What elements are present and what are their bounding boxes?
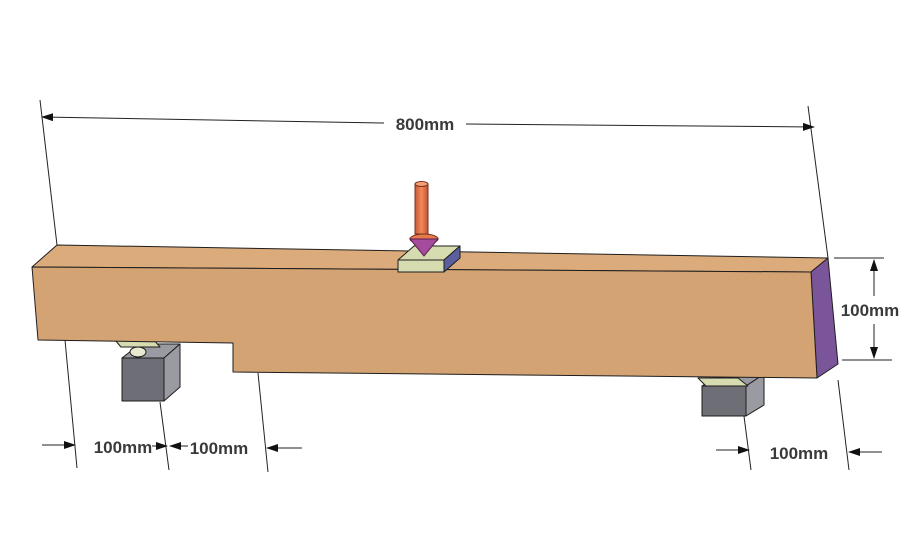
- overall-dimension-line-left: [41, 113, 385, 124]
- beam-height-label: 100mm: [841, 301, 900, 320]
- load-arrow-shaft: [414, 183, 429, 235]
- support-offset-left-label: 100mm: [94, 438, 153, 457]
- left-support-roller: [129, 346, 147, 358]
- load-arrow-shaft-cap: [414, 181, 429, 187]
- overall-extension-left: [39, 99, 58, 246]
- right-support-pad: [697, 377, 749, 387]
- load-arrow-head: [408, 238, 440, 257]
- ext-beam-right-end: [837, 379, 850, 471]
- height-dimension: 100mm: [834, 257, 900, 361]
- right-support: [697, 373, 765, 417]
- load-plate-front: [397, 259, 445, 273]
- ext-right-support: [743, 415, 752, 471]
- support-offset-right-label: 100mm: [770, 444, 829, 463]
- overall-dimension: 800mm: [39, 99, 829, 259]
- overall-extension-right: [807, 105, 829, 259]
- left-support: [114, 339, 181, 402]
- ext-left-support: [159, 401, 170, 471]
- overall-dimension-line-right: [465, 122, 815, 131]
- load-arrow: [408, 181, 440, 257]
- right-support-block-front: [701, 385, 747, 417]
- notch-length-label: 100mm: [190, 439, 249, 458]
- bottom-right-dimension: 100mm: [716, 379, 882, 471]
- overall-length-label: 800mm: [396, 115, 455, 134]
- ext-beam-left-end: [64, 339, 78, 469]
- ext-notch-end: [257, 372, 269, 473]
- load-plate: [397, 245, 461, 273]
- left-support-block-front: [121, 357, 165, 402]
- bottom-left-dimensions: 100mm 100mm: [42, 339, 302, 473]
